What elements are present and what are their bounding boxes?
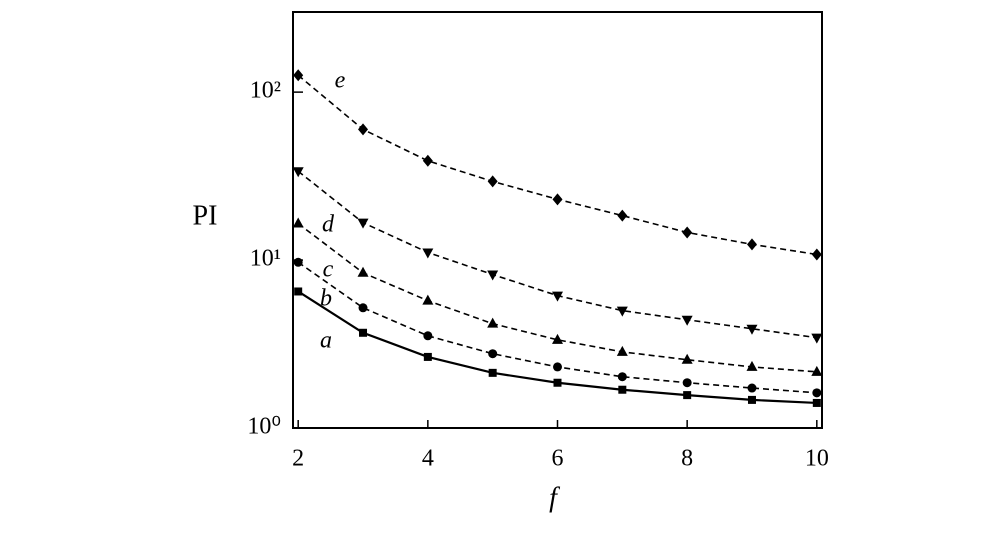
x-tick-label: 10 bbox=[805, 446, 829, 472]
data-point bbox=[746, 238, 757, 251]
data-point bbox=[681, 315, 693, 326]
data-point bbox=[423, 352, 432, 361]
data-point bbox=[682, 226, 693, 239]
x-axis-label: f bbox=[549, 482, 560, 513]
data-point bbox=[811, 248, 822, 261]
data-point bbox=[812, 398, 821, 407]
data-point bbox=[681, 353, 693, 364]
data-point bbox=[293, 257, 303, 267]
data-point bbox=[616, 345, 628, 356]
data-point bbox=[747, 395, 756, 404]
data-point bbox=[422, 248, 434, 259]
data-point bbox=[487, 175, 498, 188]
data-point bbox=[423, 331, 433, 341]
data-point bbox=[292, 217, 304, 228]
data-point bbox=[292, 167, 304, 178]
data-point bbox=[293, 69, 304, 82]
data-point bbox=[617, 372, 627, 382]
data-point bbox=[487, 270, 499, 281]
data-point bbox=[618, 385, 627, 394]
x-tick-label: 4 bbox=[422, 446, 434, 472]
data-point bbox=[359, 328, 368, 337]
series-label: b bbox=[320, 286, 332, 312]
data-point bbox=[422, 154, 433, 167]
data-point bbox=[682, 378, 692, 388]
data-point bbox=[616, 306, 628, 317]
data-point bbox=[358, 123, 369, 136]
series-label: c bbox=[323, 257, 334, 283]
series-line bbox=[297, 74, 817, 256]
data-point bbox=[488, 349, 498, 359]
series-line bbox=[297, 222, 817, 373]
data-point bbox=[811, 333, 823, 344]
data-point bbox=[553, 362, 562, 372]
data-point bbox=[357, 266, 369, 277]
data-point bbox=[422, 294, 434, 305]
series-label: a bbox=[320, 328, 332, 354]
x-tick-label: 6 bbox=[552, 446, 564, 472]
data-point bbox=[746, 360, 758, 371]
data-point bbox=[552, 291, 563, 302]
x-tick-label: 2 bbox=[292, 446, 304, 472]
data-point bbox=[811, 365, 823, 376]
series-label: e bbox=[335, 68, 346, 94]
data-point bbox=[683, 391, 692, 400]
data-point bbox=[746, 324, 758, 335]
y-axis-label: PI bbox=[193, 200, 218, 231]
data-point bbox=[812, 388, 822, 398]
data-point bbox=[358, 303, 368, 313]
data-point bbox=[294, 287, 303, 296]
data-point bbox=[747, 383, 757, 393]
y-tick-label: 10¹ bbox=[250, 246, 281, 272]
series-label: d bbox=[322, 212, 335, 238]
data-point bbox=[487, 317, 499, 328]
data-point bbox=[357, 218, 369, 229]
x-tick-label: 8 bbox=[681, 446, 693, 472]
data-point bbox=[488, 368, 497, 377]
data-point bbox=[553, 378, 562, 387]
data-point bbox=[552, 193, 563, 206]
data-point bbox=[552, 333, 563, 344]
y-tick-label: 10² bbox=[250, 78, 281, 104]
data-point bbox=[617, 209, 628, 222]
y-tick-label: 10⁰ bbox=[247, 414, 281, 440]
